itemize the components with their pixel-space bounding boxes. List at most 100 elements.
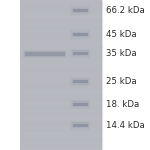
Bar	[20, 103, 102, 104]
Bar	[20, 76, 102, 77]
Bar	[20, 96, 102, 97]
Bar	[20, 146, 102, 147]
Bar	[20, 34, 102, 35]
Bar	[20, 53, 102, 54]
Bar	[20, 58, 102, 59]
Bar	[20, 84, 102, 85]
Bar	[20, 104, 102, 105]
Bar	[20, 50, 102, 51]
Bar	[20, 124, 102, 125]
Bar	[72, 50, 89, 56]
Bar	[20, 123, 102, 124]
Bar	[20, 105, 102, 106]
Bar	[20, 26, 102, 27]
Bar	[20, 108, 102, 109]
Bar	[70, 121, 90, 130]
Bar	[20, 93, 102, 94]
Bar	[20, 72, 102, 73]
Bar	[20, 148, 102, 149]
Bar	[20, 147, 102, 148]
Bar	[20, 130, 102, 131]
Text: 45 kDa: 45 kDa	[106, 30, 136, 39]
Bar	[20, 138, 102, 139]
Bar	[20, 139, 102, 140]
Bar	[20, 95, 102, 96]
Bar	[20, 99, 102, 100]
Bar	[20, 12, 102, 13]
Bar	[20, 111, 102, 112]
Bar	[20, 103, 102, 104]
Bar	[20, 91, 102, 92]
Bar	[20, 92, 102, 93]
Bar	[20, 149, 102, 150]
Text: 25 kDa: 25 kDa	[106, 77, 136, 86]
Bar	[20, 120, 102, 121]
Bar	[20, 143, 102, 144]
Bar	[20, 128, 102, 129]
Bar	[20, 122, 102, 123]
Bar	[20, 41, 102, 42]
Bar	[20, 29, 102, 30]
Bar	[20, 47, 102, 48]
Bar	[20, 2, 102, 3]
Bar	[20, 85, 102, 86]
Bar	[20, 56, 102, 57]
Text: 66.2 kDa: 66.2 kDa	[106, 6, 144, 15]
Bar	[20, 102, 102, 103]
Bar	[20, 24, 102, 25]
Bar	[20, 109, 102, 110]
Text: 35 kDa: 35 kDa	[106, 49, 136, 58]
Bar	[20, 55, 102, 56]
Bar	[20, 132, 102, 133]
Bar	[20, 46, 102, 47]
Bar	[20, 21, 102, 22]
Bar	[20, 77, 102, 78]
Bar	[70, 100, 90, 109]
Bar	[73, 103, 88, 106]
Bar	[20, 100, 102, 101]
Bar	[20, 114, 102, 115]
Bar	[20, 6, 102, 7]
Bar	[20, 129, 102, 130]
Text: 18. kDa: 18. kDa	[106, 100, 139, 109]
Bar	[73, 9, 88, 12]
Bar	[20, 61, 102, 62]
Bar	[20, 80, 102, 81]
Bar	[20, 71, 102, 72]
Bar	[20, 116, 102, 117]
Bar	[20, 28, 102, 29]
Bar	[20, 73, 102, 74]
Bar	[20, 142, 102, 143]
Bar	[20, 107, 102, 108]
Bar	[20, 57, 102, 58]
Bar	[20, 70, 102, 71]
Bar	[20, 121, 102, 122]
Bar	[20, 97, 102, 98]
Bar	[20, 4, 102, 5]
Bar	[20, 81, 102, 82]
Bar	[26, 52, 64, 56]
Bar	[20, 52, 102, 53]
Bar	[70, 77, 90, 86]
Bar	[20, 75, 102, 76]
Bar	[20, 69, 102, 70]
Bar	[20, 51, 102, 52]
Bar	[20, 115, 102, 116]
Bar	[20, 117, 102, 118]
Bar	[20, 44, 102, 45]
Bar	[20, 82, 102, 83]
Bar	[20, 141, 102, 142]
Bar	[20, 36, 102, 37]
Bar	[73, 80, 88, 83]
Bar	[20, 13, 102, 14]
Bar	[20, 42, 102, 43]
Bar	[20, 48, 102, 49]
Bar	[20, 145, 102, 146]
Bar	[20, 60, 102, 61]
Bar	[20, 88, 102, 89]
Bar	[20, 86, 102, 87]
Bar	[20, 137, 102, 138]
Bar	[20, 14, 102, 15]
Bar	[20, 54, 102, 55]
Bar	[20, 33, 102, 34]
